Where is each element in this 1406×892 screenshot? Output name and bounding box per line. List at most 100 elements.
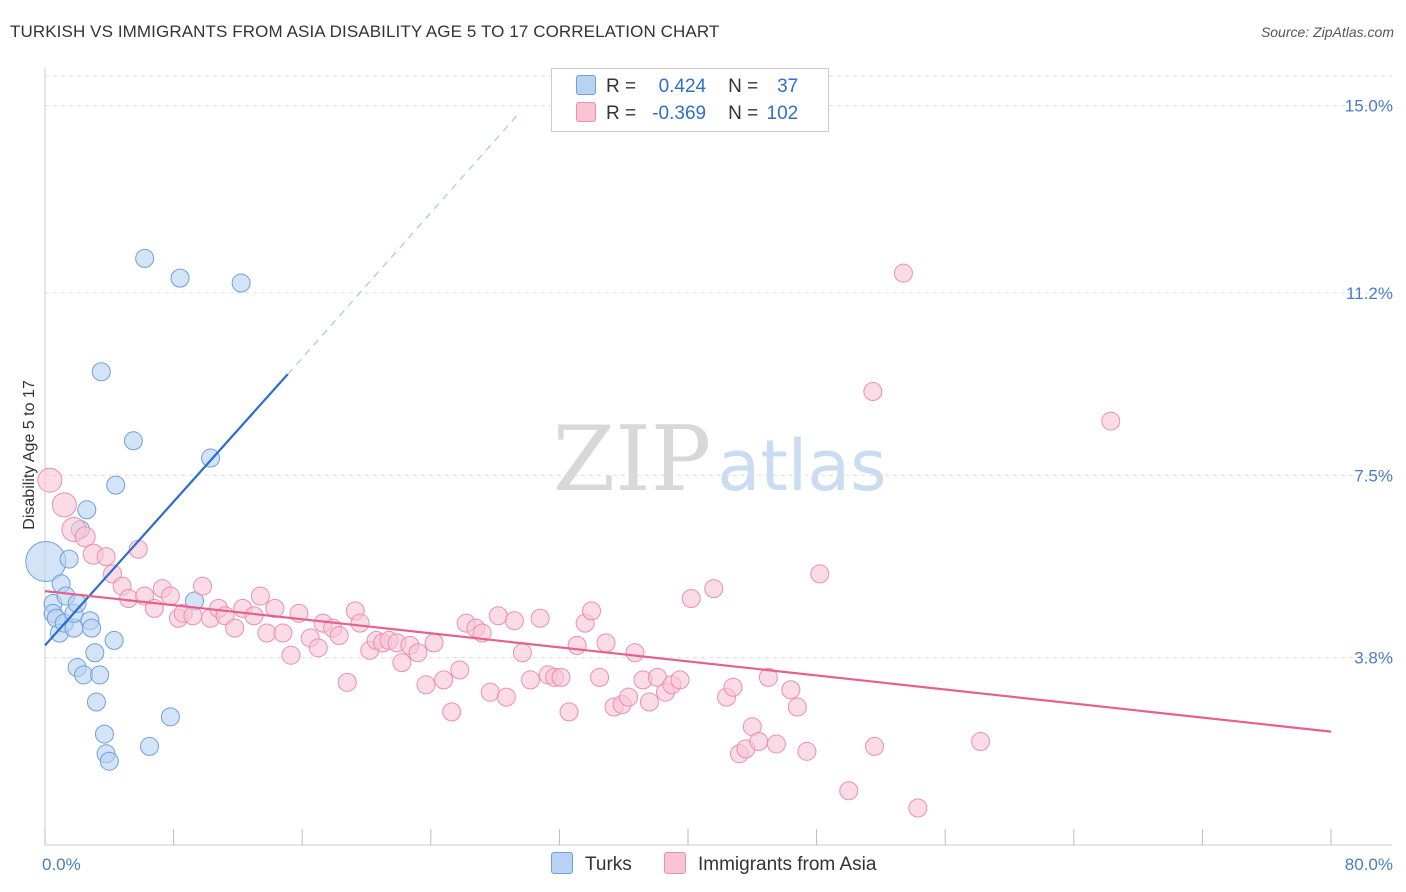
scatter-points <box>26 249 1120 817</box>
y-tick-label: 15.0% <box>1345 97 1393 116</box>
legend-swatch-turks <box>576 75 596 95</box>
data-point <box>232 274 250 292</box>
data-point <box>671 671 689 689</box>
data-point <box>274 624 292 642</box>
legend-r-value-turks: 0.424 <box>640 76 706 98</box>
data-point <box>682 590 700 608</box>
data-point <box>393 654 411 672</box>
data-point <box>282 646 300 664</box>
legend-swatch-immigrants <box>576 102 596 122</box>
data-point <box>560 703 578 721</box>
data-point <box>78 501 96 519</box>
data-point <box>552 668 570 686</box>
data-point <box>443 703 461 721</box>
data-point <box>798 742 816 760</box>
watermark-atlas: atlas <box>717 425 886 507</box>
legend-n-label: N = <box>728 103 758 125</box>
data-point <box>788 698 806 716</box>
data-point <box>330 626 348 644</box>
data-point <box>451 661 469 679</box>
data-point <box>435 671 453 689</box>
legend-r-label: R = <box>606 76 636 98</box>
data-point <box>140 737 158 755</box>
legend-r-label: R = <box>606 103 636 125</box>
data-point <box>425 634 443 652</box>
legend-row-immigrants: R = -0.369 N = 102 <box>576 102 798 126</box>
data-point <box>417 676 435 694</box>
data-point <box>60 550 78 568</box>
data-point <box>171 269 189 287</box>
data-point <box>409 644 427 662</box>
stats-legend: R = 0.424 N = 37 R = -0.369 N = 102 <box>551 68 829 132</box>
data-point <box>38 468 62 492</box>
trend-line-turks-extension <box>288 113 519 374</box>
legend-r-value-immigrants: -0.369 <box>640 103 706 125</box>
data-point <box>705 580 723 598</box>
legend-n-value-turks: 37 <box>762 76 798 98</box>
legend-item-turks: Turks <box>551 852 632 876</box>
y-tick-labels: 3.8% 7.5% 11.2% 15.0% <box>1345 97 1393 668</box>
data-point <box>100 752 118 770</box>
data-point <box>865 737 883 755</box>
data-point <box>640 693 658 711</box>
legend-label-immigrants: Immigrants from Asia <box>698 854 876 875</box>
data-point <box>124 432 142 450</box>
legend-n-label: N = <box>728 76 758 98</box>
data-point <box>505 612 523 630</box>
data-point <box>521 671 539 689</box>
y-tick-label: 11.2% <box>1346 284 1393 303</box>
data-point <box>724 678 742 696</box>
data-point <box>161 708 179 726</box>
data-point <box>531 609 549 627</box>
y-tick-label: 7.5% <box>1354 466 1393 485</box>
data-point <box>513 644 531 662</box>
data-point <box>87 693 105 711</box>
gridlines <box>45 76 1392 658</box>
data-point <box>338 673 356 691</box>
data-point <box>136 249 154 267</box>
data-point <box>591 668 609 686</box>
data-point <box>226 619 244 637</box>
data-point <box>620 688 638 706</box>
data-point <box>489 607 507 625</box>
data-point <box>309 639 327 657</box>
data-point <box>894 264 912 282</box>
series-legend: Turks Immigrants from Asia <box>0 852 1406 878</box>
legend-item-immigrants: Immigrants from Asia <box>664 852 876 876</box>
data-point <box>258 624 276 642</box>
chart-area: ZIP atlas 3.8%7.5%11.2%15.0% 0.0% 80.0% D… <box>0 0 1406 892</box>
data-point <box>95 725 113 743</box>
data-point <box>840 782 858 800</box>
data-point <box>194 577 212 595</box>
data-point <box>1102 412 1120 430</box>
data-point <box>750 732 768 750</box>
y-tick-label: 3.8% <box>1354 649 1393 668</box>
data-point <box>107 476 125 494</box>
data-point <box>497 688 515 706</box>
data-point <box>583 602 601 620</box>
data-point <box>626 644 644 662</box>
legend-swatch-turks <box>551 852 573 874</box>
data-point <box>864 382 882 400</box>
data-point <box>251 587 269 605</box>
data-point <box>86 644 104 662</box>
data-point <box>91 666 109 684</box>
data-point <box>597 634 615 652</box>
watermark: ZIP atlas <box>553 407 887 512</box>
data-point <box>909 799 927 817</box>
data-point <box>75 666 93 684</box>
series-immigrants <box>38 264 1120 817</box>
data-point <box>97 548 115 566</box>
data-point <box>161 587 179 605</box>
legend-swatch-immigrants <box>664 852 686 874</box>
data-point <box>811 565 829 583</box>
watermark-zip: ZIP <box>553 407 712 512</box>
data-point <box>184 607 202 625</box>
y-axis-label: Disability Age 5 to 17 <box>21 380 38 530</box>
data-point <box>92 363 110 381</box>
legend-label-turks: Turks <box>585 854 632 875</box>
data-point <box>568 636 586 654</box>
trend-line-immigrants <box>45 591 1331 731</box>
data-point <box>767 735 785 753</box>
data-point <box>52 493 76 517</box>
